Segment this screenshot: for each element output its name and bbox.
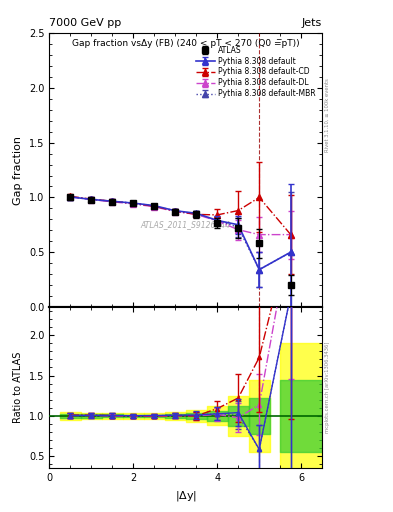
- Y-axis label: Ratio to ATLAS: Ratio to ATLAS: [13, 352, 23, 423]
- Text: 7000 GeV pp: 7000 GeV pp: [49, 18, 121, 28]
- Text: mcplots.cern.ch [arXiv:1306.3436]: mcplots.cern.ch [arXiv:1306.3436]: [325, 342, 330, 433]
- Text: Rivet 3.1.10, ≥ 100k events: Rivet 3.1.10, ≥ 100k events: [325, 78, 330, 152]
- X-axis label: |$\Delta$y|: |$\Delta$y|: [174, 489, 197, 503]
- Legend: ATLAS, Pythia 8.308 default, Pythia 8.308 default-CD, Pythia 8.308 default-DL, P: ATLAS, Pythia 8.308 default, Pythia 8.30…: [193, 42, 318, 101]
- Y-axis label: Gap fraction: Gap fraction: [13, 136, 23, 205]
- Text: ATLAS_2011_S9126244: ATLAS_2011_S9126244: [141, 220, 231, 229]
- Text: Jets: Jets: [302, 18, 322, 28]
- Text: Gap fraction vsΔy (FB) (240 < pT < 270 (Q0 =̅pT)): Gap fraction vsΔy (FB) (240 < pT < 270 (…: [72, 39, 299, 48]
